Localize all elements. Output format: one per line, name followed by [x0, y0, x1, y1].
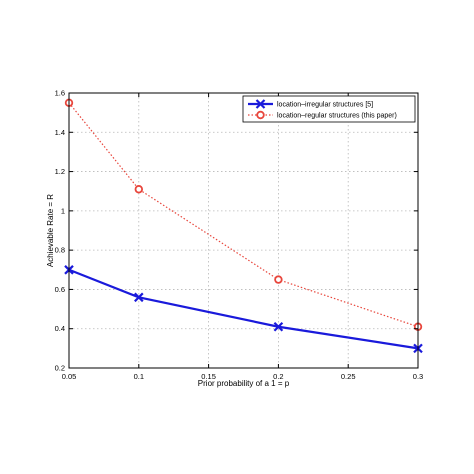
y-tick-label: 0.6 — [55, 285, 65, 294]
axis-ticks: 0.05 0.1 0.15 0.2 0.25 0.3 0.2 0.4 0.6 0.8 1 1.2 1.4… — [55, 89, 424, 382]
y-tick-label: 0.4 — [55, 324, 65, 333]
legend-marker — [255, 99, 266, 109]
series-line — [68, 268, 419, 350]
y-tick-label: 1 — [61, 206, 65, 215]
series-line — [68, 102, 419, 328]
legend-label: location–irregular structures [5] — [277, 102, 373, 109]
y-tick-label: 1.4 — [55, 128, 65, 137]
data-point — [274, 275, 283, 284]
legend: location–irregular structures [5] locatio… — [242, 95, 416, 123]
y-tick-label: 0.2 — [55, 364, 65, 373]
x-tick-label: 0.1 — [134, 372, 144, 381]
series-2 — [64, 98, 423, 331]
x-tick-label: 0.15 — [201, 372, 216, 381]
legend-box — [242, 95, 416, 123]
data-point — [134, 185, 143, 194]
x-tick-label: 0.3 — [413, 372, 423, 381]
data-point — [134, 292, 144, 303]
x-tick-label: 0.05 — [62, 372, 77, 381]
legend-label: location–regular structures (this paper) — [277, 113, 397, 120]
x-tick-label: 0.25 — [341, 372, 356, 381]
data-point — [273, 321, 284, 332]
legend-marker — [256, 110, 265, 120]
y-tick-label: 1.2 — [55, 167, 65, 176]
x-tick-label: 0.2 — [273, 372, 283, 381]
y-tick-label: 0.8 — [55, 246, 65, 255]
y-tick-label: 1.6 — [55, 89, 65, 98]
y-axis-label: Achievable Rate = R — [46, 194, 55, 267]
x-axis-label: Prior probability of a 1 = p — [198, 379, 290, 388]
plot-area — [69, 93, 418, 368]
grid — [69, 93, 418, 368]
plot-frame — [68, 92, 419, 369]
